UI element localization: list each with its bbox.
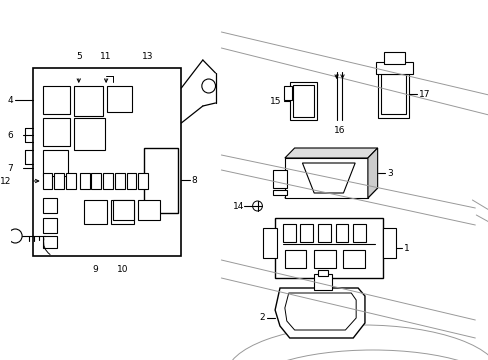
- Bar: [275, 218, 382, 278]
- Bar: [126, 173, 136, 189]
- Bar: [377, 70, 408, 118]
- Bar: [66, 173, 76, 189]
- Text: 8: 8: [191, 176, 197, 185]
- Bar: [83, 200, 107, 224]
- Bar: [91, 173, 101, 189]
- Bar: [335, 224, 347, 242]
- Text: 16: 16: [333, 126, 345, 135]
- Text: 11: 11: [100, 51, 112, 60]
- Bar: [352, 224, 365, 242]
- Bar: [284, 86, 291, 100]
- Bar: [138, 173, 148, 189]
- Bar: [33, 68, 181, 256]
- Bar: [283, 224, 295, 242]
- Polygon shape: [285, 148, 377, 158]
- Bar: [74, 118, 105, 150]
- Text: 14: 14: [232, 202, 244, 211]
- Bar: [80, 173, 89, 189]
- Text: 7: 7: [7, 163, 13, 172]
- Bar: [138, 200, 160, 220]
- Bar: [313, 250, 335, 268]
- Bar: [343, 250, 364, 268]
- Bar: [113, 200, 134, 220]
- Bar: [54, 173, 64, 189]
- Bar: [380, 74, 405, 114]
- Bar: [317, 224, 330, 242]
- Bar: [107, 86, 132, 112]
- Bar: [42, 150, 68, 176]
- Polygon shape: [285, 293, 355, 330]
- Bar: [317, 270, 327, 276]
- Text: 6: 6: [7, 131, 13, 140]
- Bar: [285, 158, 367, 198]
- Bar: [289, 82, 316, 120]
- Bar: [42, 236, 57, 248]
- Bar: [375, 62, 412, 74]
- Text: 1: 1: [403, 243, 409, 252]
- Text: 10: 10: [117, 266, 128, 274]
- Bar: [383, 52, 404, 64]
- Bar: [285, 250, 305, 268]
- Polygon shape: [367, 148, 377, 198]
- Polygon shape: [275, 288, 364, 338]
- Bar: [42, 198, 57, 213]
- Bar: [42, 118, 70, 146]
- Text: 17: 17: [418, 90, 429, 99]
- Bar: [42, 86, 70, 114]
- Bar: [74, 86, 103, 116]
- Text: 5: 5: [76, 51, 81, 60]
- Bar: [42, 218, 57, 233]
- Polygon shape: [302, 163, 354, 193]
- Bar: [115, 173, 124, 189]
- Polygon shape: [285, 188, 377, 198]
- Text: 3: 3: [386, 168, 392, 177]
- Text: 9: 9: [92, 266, 98, 274]
- Text: 15: 15: [270, 96, 282, 105]
- Bar: [103, 173, 113, 189]
- Text: 2: 2: [259, 314, 265, 323]
- Text: 4: 4: [8, 95, 13, 104]
- Bar: [313, 274, 331, 290]
- Bar: [382, 228, 395, 258]
- Text: 12: 12: [0, 176, 11, 185]
- Bar: [300, 224, 312, 242]
- Bar: [273, 170, 286, 188]
- Bar: [111, 200, 134, 224]
- Bar: [263, 228, 277, 258]
- Bar: [292, 85, 313, 117]
- Text: 13: 13: [142, 51, 154, 60]
- Bar: [273, 190, 286, 195]
- Bar: [42, 173, 52, 189]
- Bar: [144, 148, 178, 213]
